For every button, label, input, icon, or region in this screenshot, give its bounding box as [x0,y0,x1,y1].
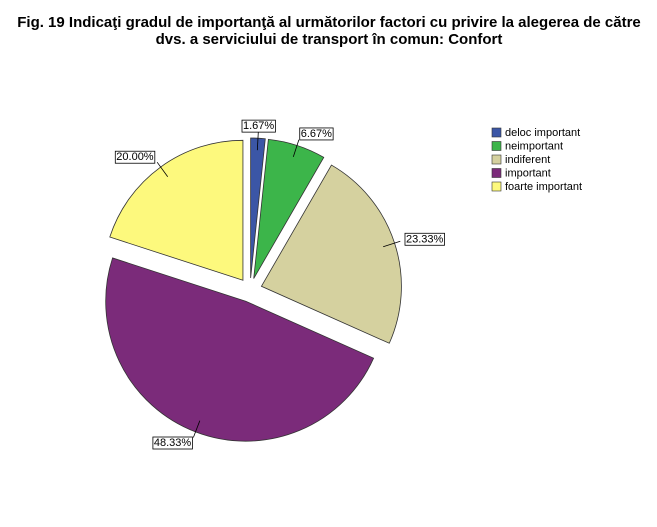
label-leader [156,161,169,177]
data-label-box [114,150,156,164]
data-label-box [299,127,334,141]
legend-label: foarte important [505,181,582,193]
label-leader [192,420,201,438]
data-label-box [241,119,276,133]
label-leader [383,240,401,248]
legend-swatch [491,154,502,165]
label-leader [292,139,300,157]
legend-swatch [491,141,502,151]
label-leader [256,132,259,151]
data-label: 48.33% [154,437,192,449]
chart-title: Fig. 19 Indicaţi gradul de importanţă al… [17,14,641,48]
legend-label: deloc important [505,127,580,139]
legend-swatch [491,127,502,138]
legend-label: indiferent [505,154,550,166]
legend-swatch [491,168,502,178]
data-label: 1.67% [243,120,274,132]
legend-label: neimportant [505,140,563,152]
data-label: 20.00% [116,151,154,163]
legend-swatch [491,181,502,192]
data-label: 6.67% [301,128,332,140]
data-label: 23.33% [406,233,444,245]
data-label-box [152,436,193,450]
legend-label: important [505,167,551,179]
data-label-box [404,232,445,246]
